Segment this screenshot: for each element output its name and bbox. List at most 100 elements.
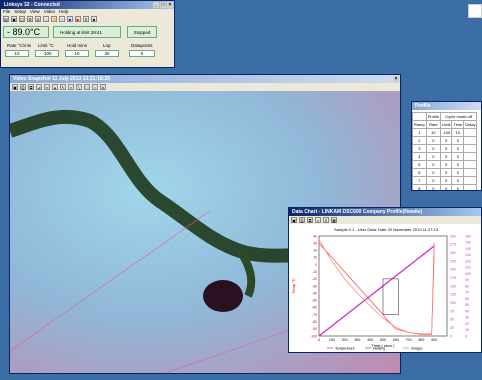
table-cell[interactable]: 0 xyxy=(425,136,442,145)
col-rate: Rate xyxy=(425,120,442,129)
color-icon[interactable]: ▲ xyxy=(52,84,58,90)
zoom-icon[interactable]: ⌕ xyxy=(68,84,74,90)
pause-icon[interactable]: Ⅱ xyxy=(83,16,89,22)
table-cell[interactable] xyxy=(463,168,478,177)
table-cell[interactable]: 10 xyxy=(451,128,465,137)
table-cell[interactable]: 4 xyxy=(412,152,427,161)
datapoints-field[interactable]: 0 xyxy=(129,50,155,57)
menu-video[interactable]: Video xyxy=(43,9,56,14)
close-icon[interactable]: × xyxy=(167,2,173,8)
table-cell[interactable] xyxy=(463,152,478,161)
chart-scale-icon[interactable]: ⇕ xyxy=(323,217,329,223)
chart-copy-icon[interactable]: ⧉ xyxy=(307,217,313,223)
table-cell[interactable]: 0 xyxy=(451,144,465,153)
table-cell[interactable]: 0 xyxy=(425,176,442,185)
chart-save-icon[interactable]: ▣ xyxy=(291,217,297,223)
table-cell[interactable]: 3 xyxy=(412,144,427,153)
table-cell[interactable]: 1 xyxy=(412,128,427,137)
table-cell[interactable]: 0 xyxy=(439,144,453,153)
table-cell[interactable]: 0 xyxy=(451,152,465,161)
play-icon[interactable]: ▶ xyxy=(75,16,81,22)
table-cell[interactable]: 0 xyxy=(439,168,453,177)
table-cell[interactable]: 2 xyxy=(412,136,427,145)
table-cell[interactable] xyxy=(463,128,478,137)
table-cell[interactable]: 0 xyxy=(425,144,442,153)
table-cell[interactable] xyxy=(463,136,478,145)
minimize-icon[interactable]: _ xyxy=(153,2,159,8)
copy-icon[interactable]: ⧉ xyxy=(28,84,34,90)
table-cell[interactable]: 0 xyxy=(425,152,442,161)
table-cell[interactable] xyxy=(463,176,478,185)
table-cell[interactable]: 0 xyxy=(425,184,442,190)
table-cell[interactable]: 0 xyxy=(439,160,453,169)
table-cell[interactable]: 0 xyxy=(451,160,465,169)
table-cell[interactable] xyxy=(463,144,478,153)
main-titlebar: Linksys 32 - Connected _ □ × xyxy=(1,1,174,9)
y2-tick-label: 50 xyxy=(450,318,454,322)
pointer-icon[interactable]: ↖ xyxy=(60,84,66,90)
rectangle-icon[interactable]: □ xyxy=(84,84,90,90)
table-cell[interactable]: 7 xyxy=(412,176,427,185)
maximize-icon[interactable]: □ xyxy=(160,2,166,8)
table-cell[interactable]: 0 xyxy=(451,168,465,177)
desktop-icon[interactable] xyxy=(468,4,482,18)
table-cell[interactable] xyxy=(463,184,478,190)
camera-icon[interactable]: ◘ xyxy=(35,16,41,22)
rate-field[interactable]: 10 xyxy=(5,50,29,57)
y-tick-label: -10 xyxy=(312,270,317,274)
table-row[interactable]: 1 10 -100 10 xyxy=(412,128,478,137)
table-cell[interactable]: 10 xyxy=(425,128,442,137)
arrow-down-icon[interactable]: ↓ xyxy=(43,16,49,22)
line-icon[interactable]: ╲ xyxy=(76,84,82,90)
chart-zoom-icon[interactable]: ⌕ xyxy=(315,217,321,223)
graph-icon[interactable]: ◫ xyxy=(19,16,25,22)
table-cell[interactable]: 0 xyxy=(439,136,453,145)
table-cell[interactable]: 0 xyxy=(439,184,453,190)
menu-setup[interactable]: Setup xyxy=(14,9,27,14)
video-close-icon[interactable]: × xyxy=(393,76,399,82)
save-image-icon[interactable]: ▣ xyxy=(12,84,18,90)
menu-file[interactable]: File xyxy=(3,9,11,14)
table-cell[interactable]: 6 xyxy=(412,168,427,177)
settings-icon[interactable]: ⚙ xyxy=(27,16,33,22)
menu-help[interactable]: Help xyxy=(59,9,69,14)
chart-print-icon[interactable]: ⎙ xyxy=(299,217,305,223)
y-tick-label: 40 xyxy=(313,234,317,238)
table-cell[interactable]: 0 xyxy=(451,184,465,190)
table-cell[interactable]: 0 xyxy=(425,168,442,177)
stop2-icon[interactable]: ■ xyxy=(91,16,97,22)
table-cell[interactable]: 0 xyxy=(451,176,465,185)
stop-icon[interactable]: ■ xyxy=(67,16,73,22)
save-icon[interactable]: ▣ xyxy=(11,16,17,22)
table-cell[interactable]: 8 xyxy=(412,184,427,190)
print-icon[interactable]: ⎙ xyxy=(20,84,26,90)
chart-grid-icon[interactable]: ▦ xyxy=(331,217,337,223)
table-cell[interactable] xyxy=(463,160,478,169)
hold-icon[interactable]: ✋ xyxy=(51,16,57,22)
menu-view[interactable]: View xyxy=(30,9,40,14)
text-icon[interactable]: A xyxy=(100,84,106,90)
table-cell[interactable]: 5 xyxy=(412,160,427,169)
measure-icon[interactable]: ⊿ xyxy=(36,84,42,90)
y2-tick-label: 125 xyxy=(450,293,456,297)
table-cell[interactable]: 0 xyxy=(439,176,453,185)
arrow-up-icon[interactable]: ↑ xyxy=(59,16,65,22)
table-cell[interactable]: -100 xyxy=(439,128,453,137)
ellipse-icon[interactable]: ○ xyxy=(92,84,98,90)
limit-field[interactable]: -100 xyxy=(35,50,59,57)
hold-field[interactable]: 10 xyxy=(65,50,89,57)
open-icon[interactable]: ▤ xyxy=(3,16,9,22)
ruler-icon[interactable]: ═ xyxy=(44,84,50,90)
table-cell[interactable]: 0 xyxy=(451,136,465,145)
table-cell[interactable]: 0 xyxy=(439,152,453,161)
x-tick-label: 300 xyxy=(354,338,360,342)
lnp-field[interactable]: 30 xyxy=(95,50,119,57)
table-cell[interactable]: 0 xyxy=(425,160,442,169)
